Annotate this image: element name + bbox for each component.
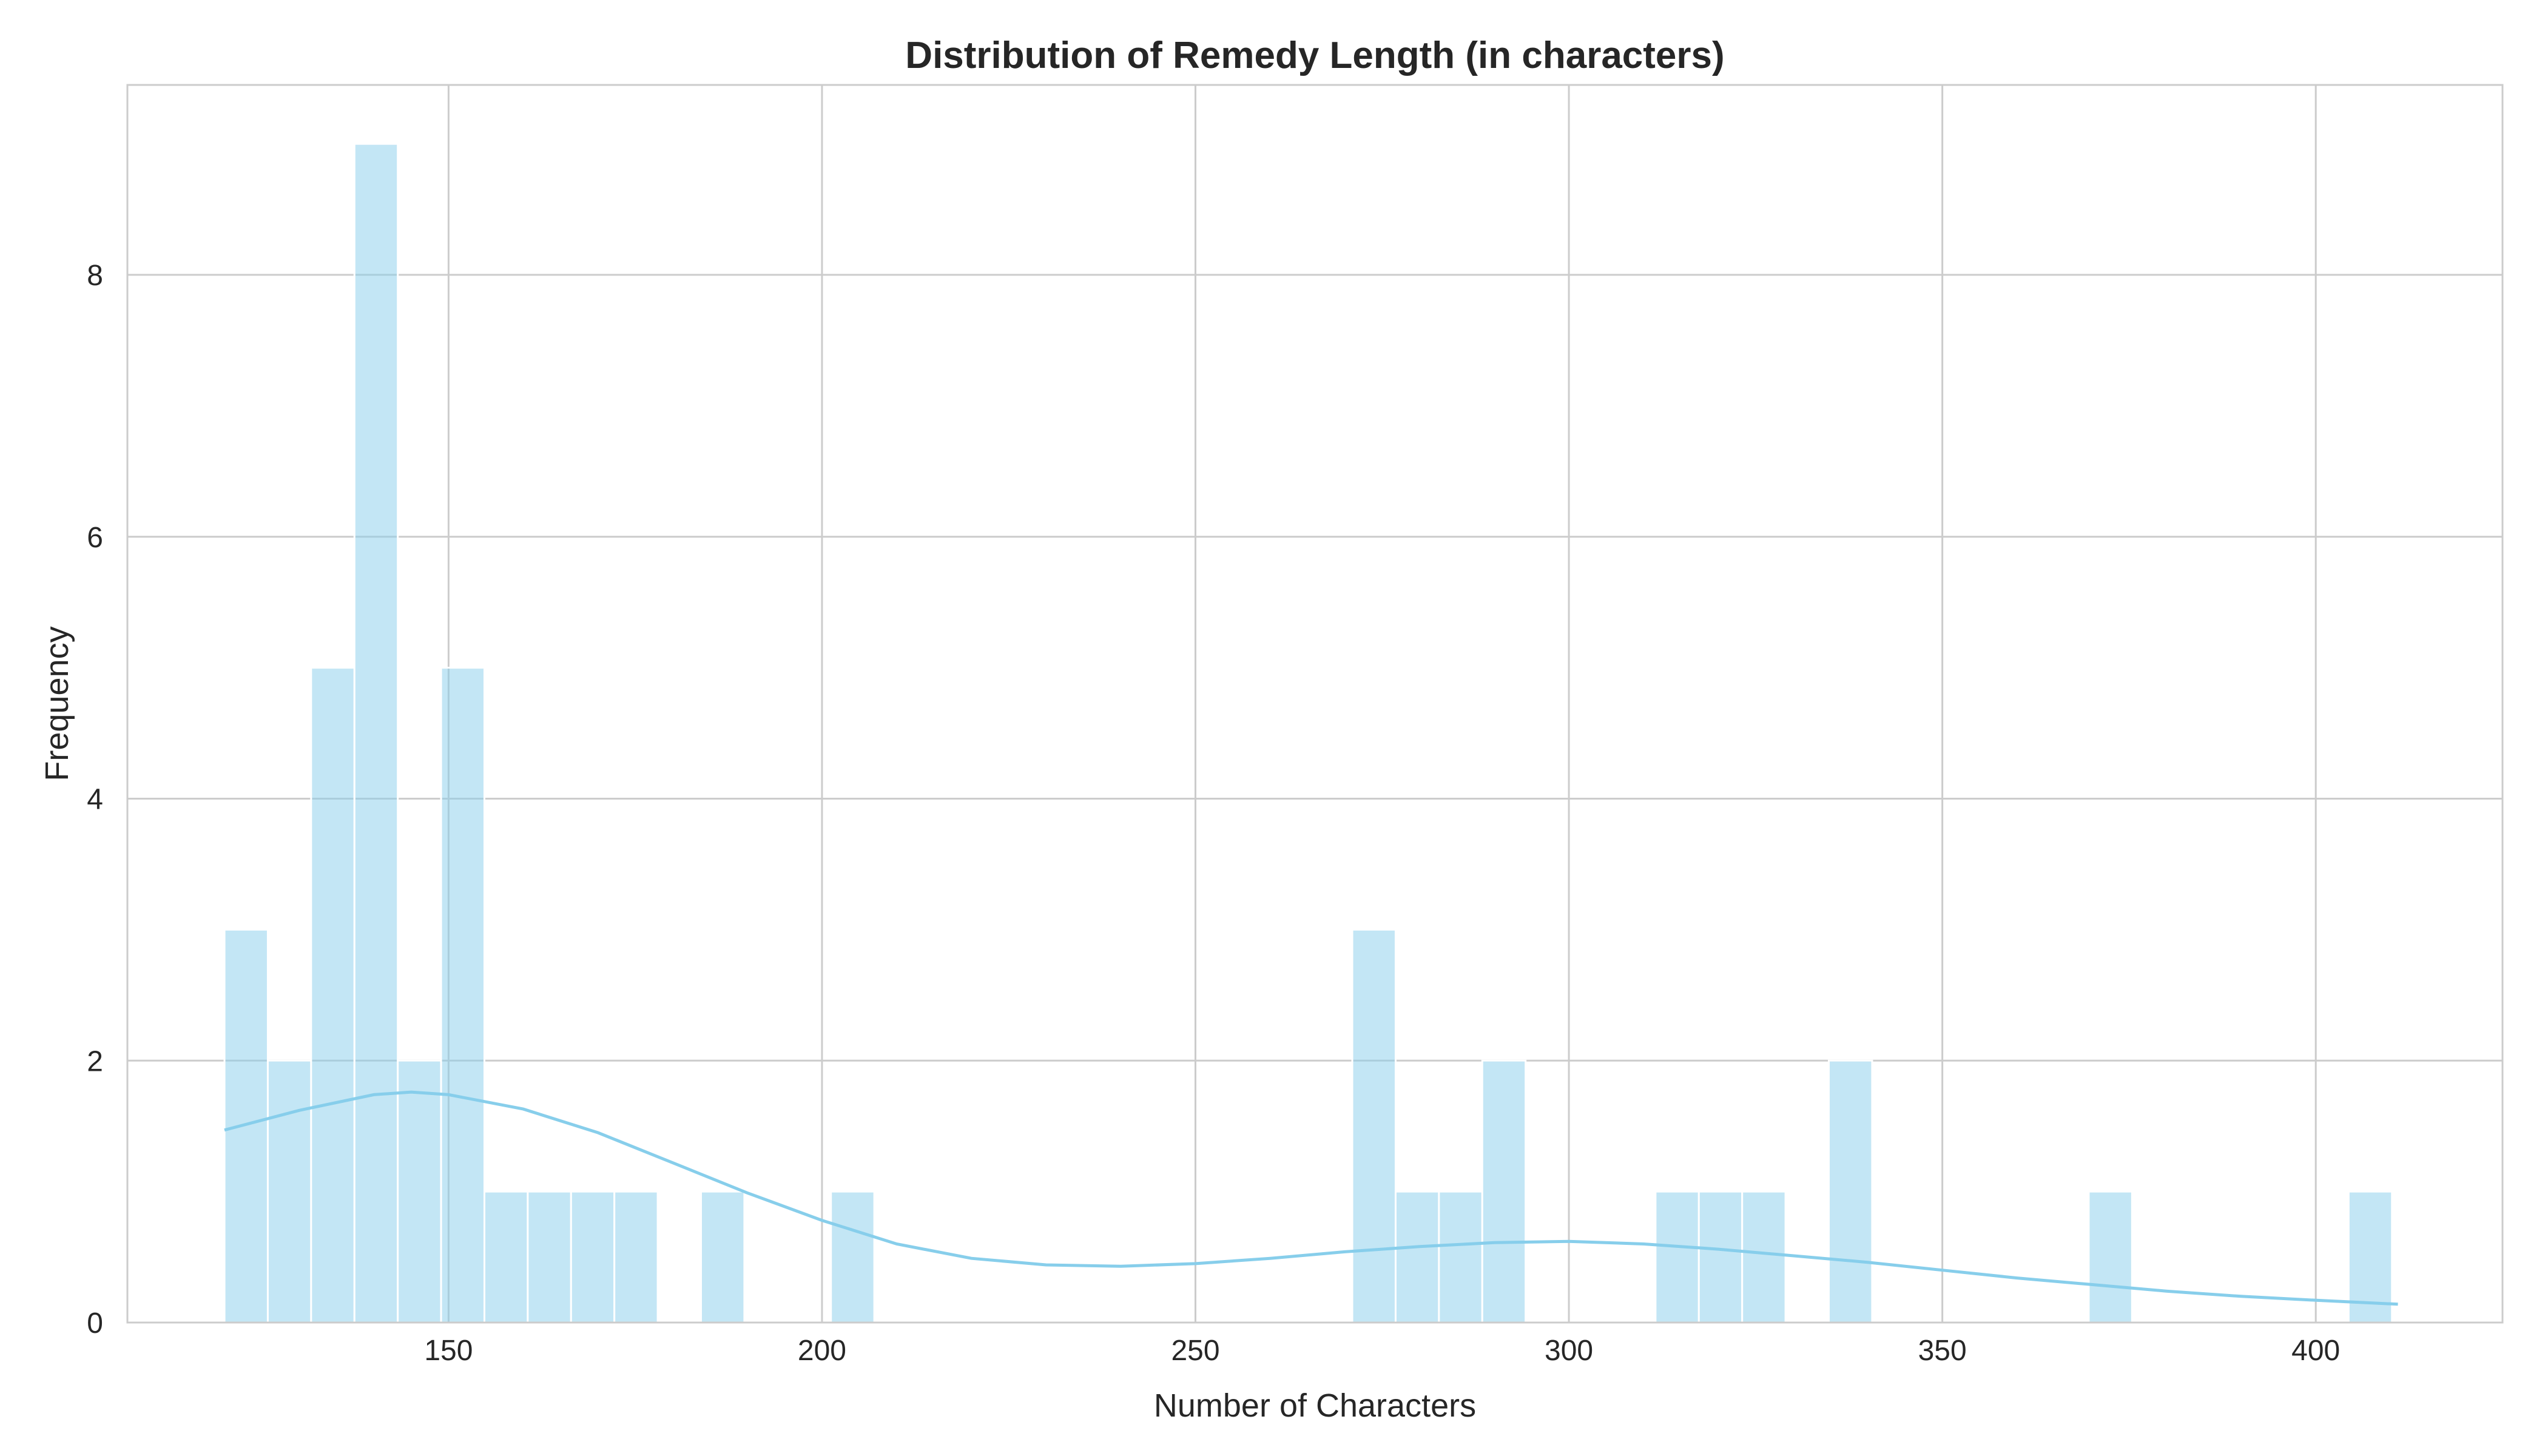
kde-curve (224, 1090, 2398, 1306)
chart-title: Distribution of Remedy Length (in charac… (905, 35, 1724, 76)
y-axis-label: Frequency (39, 626, 75, 781)
histogram-bar (613, 1190, 659, 1324)
histogram-bar (1351, 928, 1397, 1324)
histogram-bar (1654, 1190, 1700, 1324)
histogram-bar (483, 1190, 529, 1324)
x-tick-label: 400 (2291, 1335, 2340, 1367)
histogram-bar (1394, 1190, 1440, 1324)
histogram-bar (2088, 1190, 2133, 1324)
histogram-bar (1481, 1059, 1527, 1324)
grid-lines (127, 85, 2502, 1323)
y-tick-label: 2 (87, 1045, 103, 1077)
histogram-bars (223, 143, 2393, 1324)
y-tick-label: 8 (87, 260, 103, 292)
histogram-bar (1828, 1059, 1873, 1324)
histogram-bar (527, 1190, 572, 1324)
x-tick-label: 250 (1171, 1335, 1219, 1367)
histogram-bar (830, 1190, 875, 1324)
x-tick-label: 300 (1545, 1335, 1593, 1367)
histogram-bar (397, 1059, 442, 1324)
histogram-bar (223, 928, 269, 1324)
x-tick-label: 350 (1918, 1335, 1967, 1367)
y-tick-label: 6 (87, 522, 103, 554)
y-tick-label: 0 (87, 1307, 103, 1340)
histogram-bar (700, 1190, 746, 1324)
x-tick-label: 200 (798, 1335, 846, 1367)
histogram-bar (440, 667, 485, 1324)
histogram-bar (1741, 1190, 1787, 1324)
plot-frame (126, 84, 2504, 1324)
histogram-bar (2347, 1190, 2393, 1324)
histogram-bar (1697, 1190, 1744, 1324)
histogram-bar (570, 1190, 616, 1324)
histogram-bar (266, 1059, 312, 1324)
histogram-bar (1438, 1190, 1483, 1324)
x-axis-label: Number of Characters (1154, 1387, 1476, 1424)
histogram-bar (353, 143, 399, 1324)
x-tick-label: 150 (424, 1335, 473, 1367)
y-tick-label: 4 (87, 784, 103, 816)
kde-curve-layer (224, 1090, 2398, 1306)
histogram-bar (310, 667, 356, 1324)
x-tick-labels: 150 200 250 300 350 400 (424, 1335, 2340, 1367)
y-tick-labels: 0 2 4 6 8 (87, 260, 103, 1340)
